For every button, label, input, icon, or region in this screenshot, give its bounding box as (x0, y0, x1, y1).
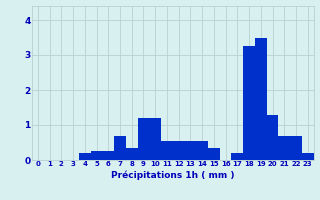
Bar (208, 148, 220, 160)
Bar (290, 136, 302, 160)
Bar (278, 136, 290, 160)
Bar (243, 46, 255, 160)
Bar (102, 151, 114, 160)
Bar (231, 153, 243, 160)
Bar (149, 118, 161, 160)
Bar (138, 118, 149, 160)
Bar (185, 141, 196, 160)
Bar (267, 114, 278, 160)
Bar (161, 141, 173, 160)
Bar (114, 136, 126, 160)
Bar (302, 153, 314, 160)
Bar (173, 141, 185, 160)
Bar (255, 38, 267, 160)
Bar (79, 153, 91, 160)
Bar (126, 148, 138, 160)
X-axis label: Précipitations 1h ( mm ): Précipitations 1h ( mm ) (111, 170, 235, 180)
Bar (91, 151, 102, 160)
Bar (196, 141, 208, 160)
